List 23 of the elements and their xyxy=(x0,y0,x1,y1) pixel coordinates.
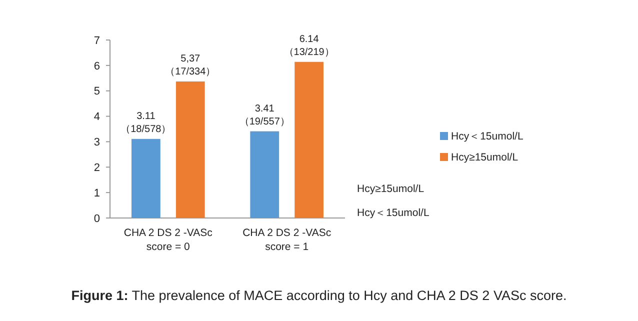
bar xyxy=(131,138,160,218)
y-tick-label: 2 xyxy=(94,162,100,174)
y-tick-label: 4 xyxy=(94,111,100,124)
y-tick-label: 7 xyxy=(94,34,100,47)
text: Hcy≥15umol/L xyxy=(357,183,424,195)
y-tick-label: 1 xyxy=(94,187,100,200)
legend-label: Hcy＜15umol/L xyxy=(451,130,524,143)
y-tick-label: 6 xyxy=(94,60,100,72)
y-tick-label: 3 xyxy=(94,136,100,149)
x-tick-label: CHA 2 DS 2 -VASc score = 1 xyxy=(242,227,332,253)
caption: Figure 1: The prevalence of MACE according to Hcy and CHA 2 DS 2 VASc score. xyxy=(71,288,567,303)
data-label: 6.14 （13/219） xyxy=(284,34,334,58)
data-label: 3.11 （18/578） xyxy=(120,110,172,135)
legend-label: Hcy≥15umol/L xyxy=(451,152,518,164)
text: Hcy＜15umol/L xyxy=(357,207,430,219)
data-label: 5,37 （17/334） xyxy=(165,53,216,78)
bar xyxy=(176,81,205,218)
y-tick-label: 5 xyxy=(94,86,100,98)
x-tick-label: CHA 2 DS 2 -VASc score = 0 xyxy=(124,227,212,253)
data-label: 3.41 （19/557） xyxy=(239,103,290,128)
y-tick-label: 0 xyxy=(94,212,100,225)
bar xyxy=(294,62,324,218)
bar xyxy=(250,131,280,218)
